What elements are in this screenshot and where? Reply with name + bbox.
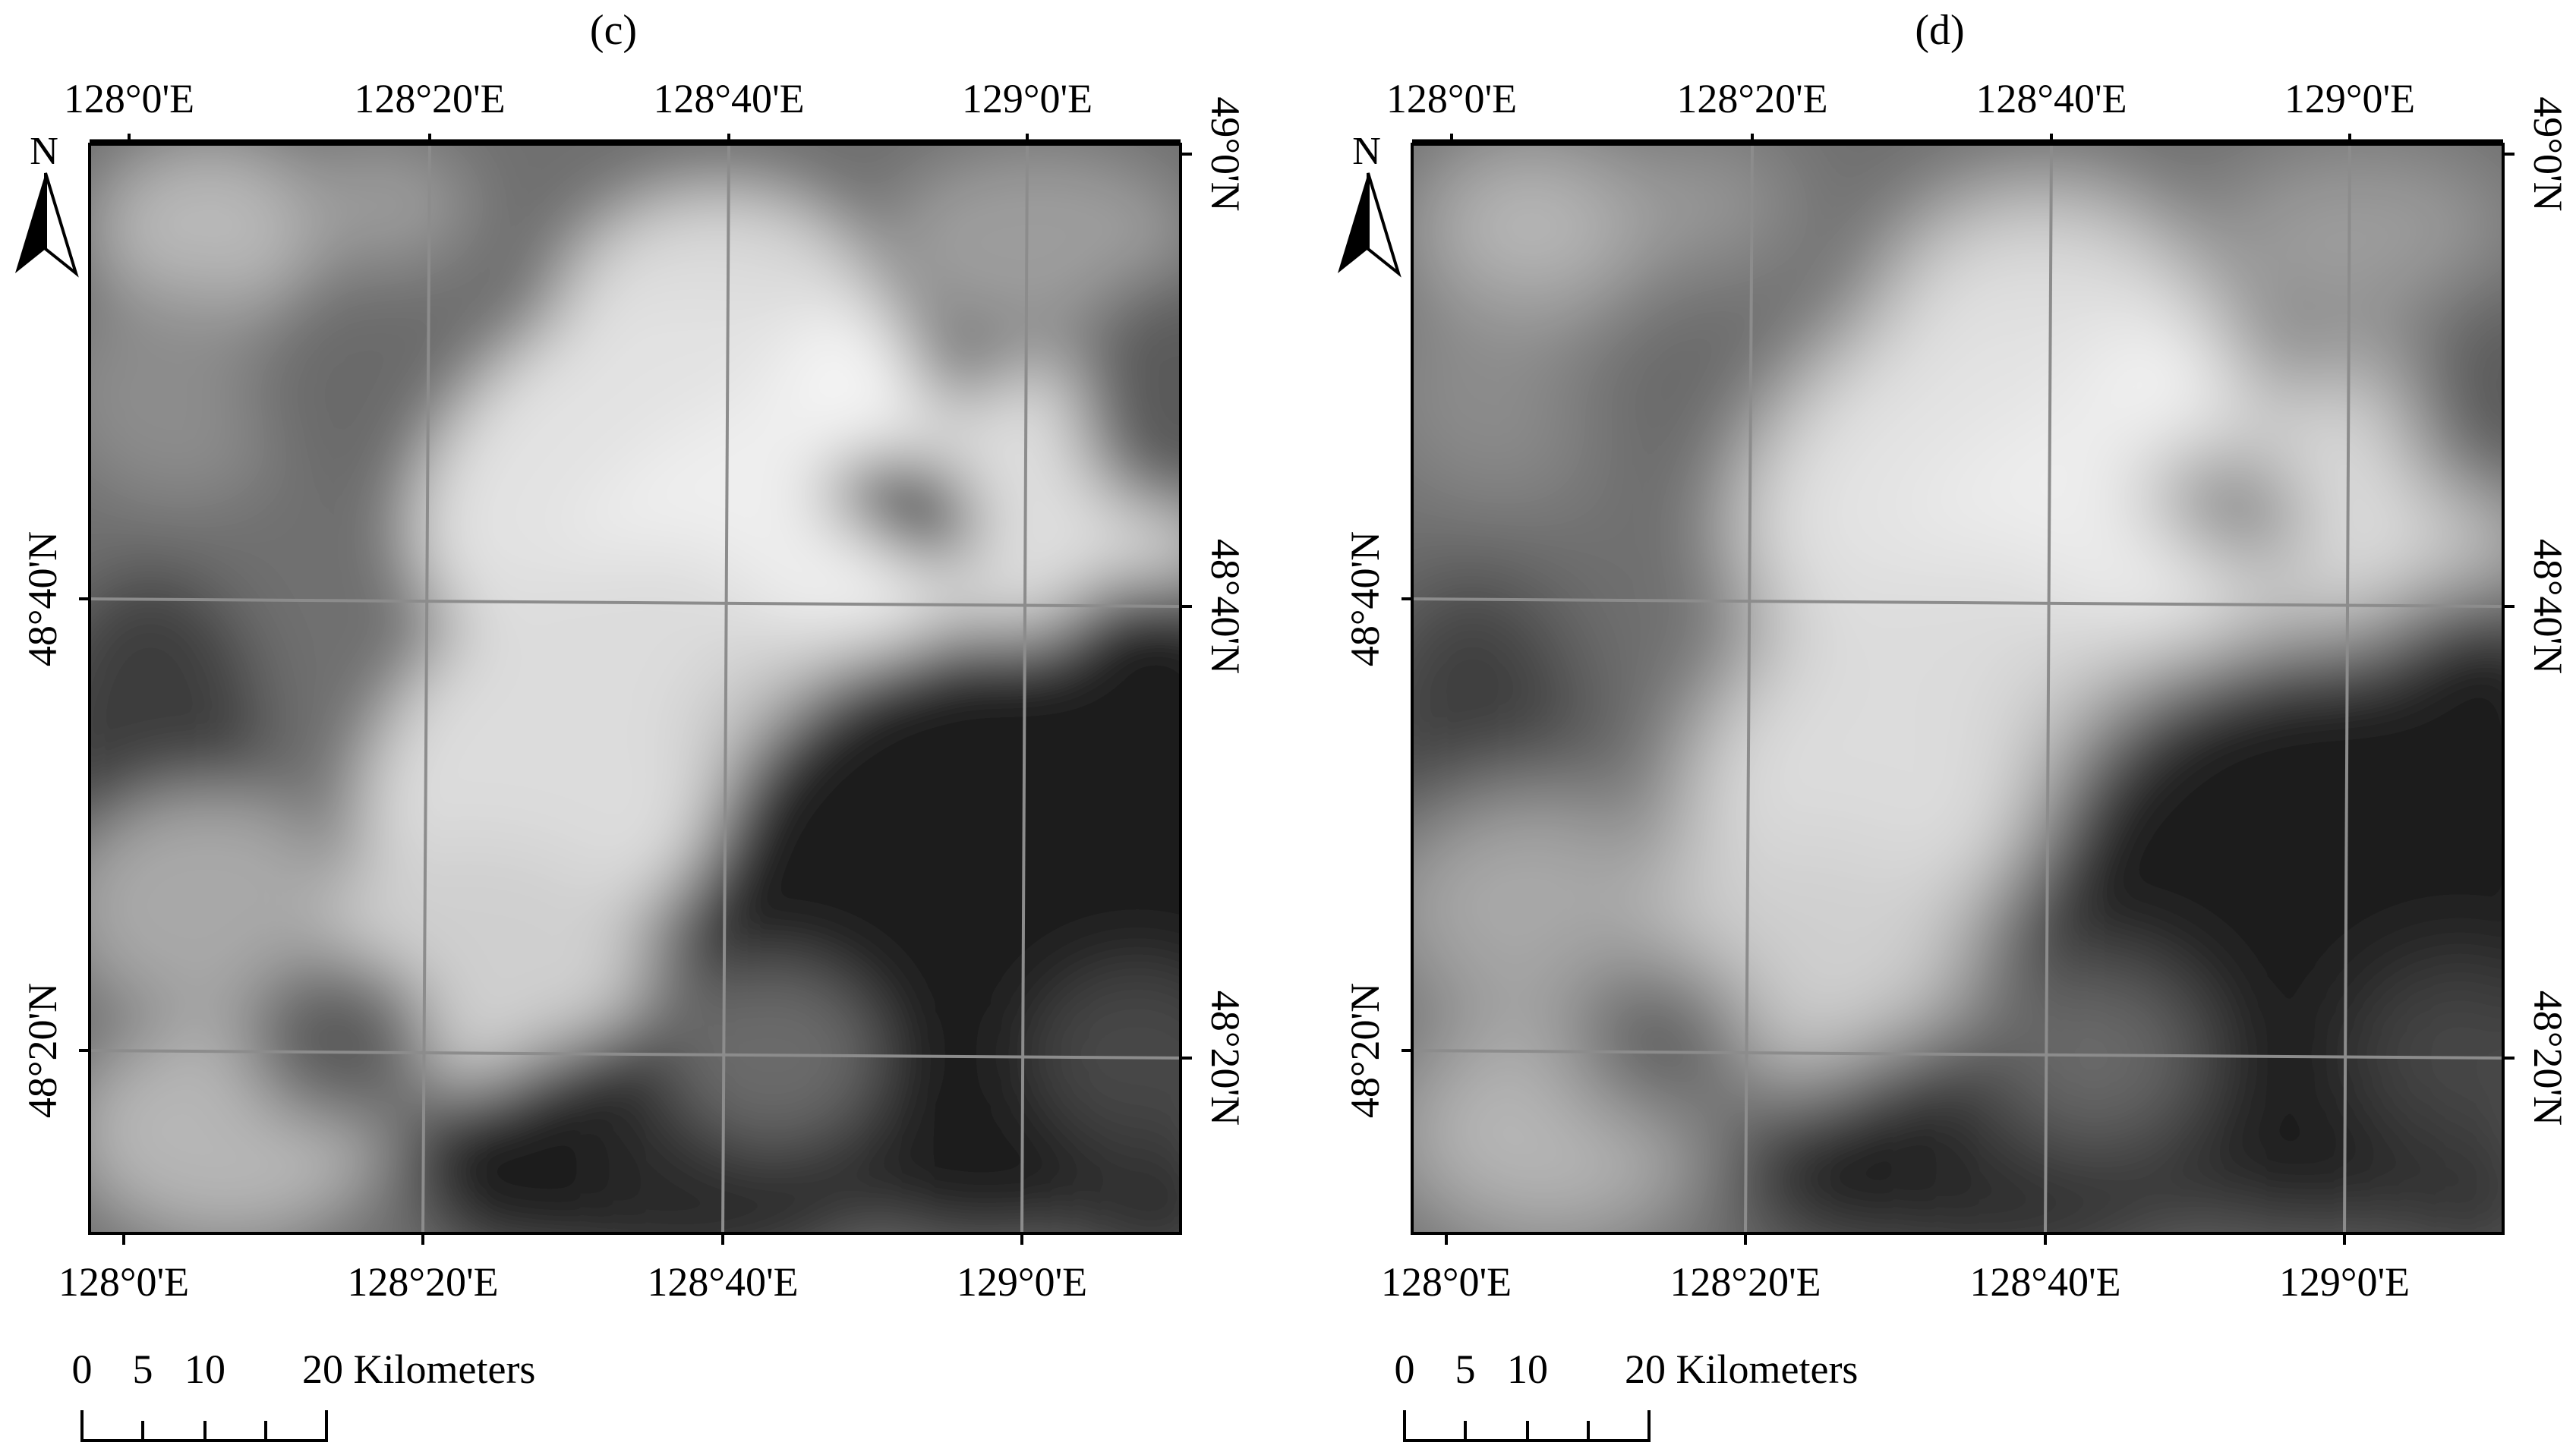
map-frame	[1411, 143, 2505, 1235]
top-tick-label: 128°20'E	[1676, 76, 1827, 121]
graticule	[89, 143, 1181, 1234]
bottom-tick-label: 129°0'E	[957, 1259, 1087, 1305]
scale-label: 20 Kilometers	[1625, 1346, 1858, 1392]
scale-label: 20 Kilometers	[302, 1346, 535, 1392]
north-arrow: N	[15, 130, 79, 278]
top-tick-label: 128°0'E	[1386, 76, 1517, 121]
top-tick-label: 128°0'E	[64, 76, 194, 121]
panel-label: (d)	[1915, 7, 1964, 54]
scale-number: 5	[133, 1346, 153, 1392]
tick-marks	[79, 134, 1192, 1245]
scale-number: 5	[1455, 1346, 1476, 1392]
top-tick-label: 129°0'E	[962, 76, 1093, 121]
map-raster	[1412, 144, 2503, 1233]
bottom-tick-label: 128°40'E	[647, 1259, 798, 1305]
panel-label: (c)	[590, 7, 637, 54]
map-frame	[88, 143, 1182, 1235]
panel-d: (d)	[1338, 7, 2571, 1442]
north-label: N	[1352, 130, 1381, 173]
bottom-tick-label: 128°0'E	[1381, 1259, 1512, 1305]
scale-bar: 0 5 10 20 Kilometers	[1395, 1346, 1858, 1442]
left-tick-label: 48°20'N	[20, 983, 65, 1118]
north-arrow-icon	[1338, 173, 1368, 273]
left-tick-label: 48°20'N	[1342, 983, 1388, 1118]
right-tick-label: 49°0'N	[2525, 96, 2571, 211]
right-tick-label: 48°40'N	[2525, 539, 2571, 674]
top-tick-label: 128°40'E	[1975, 76, 2127, 121]
bottom-tick-label: 128°0'E	[58, 1259, 189, 1305]
scale-bar: 0 5 10 20 Kilometers	[72, 1346, 535, 1442]
scale-number: 10	[1507, 1346, 1548, 1392]
north-arrow: N	[1338, 130, 1402, 278]
right-tick-label: 48°20'N	[2525, 990, 2571, 1126]
scale-number: 0	[1395, 1346, 1415, 1392]
top-tick-label: 128°40'E	[653, 76, 804, 121]
bottom-tick-label: 129°0'E	[2279, 1259, 2410, 1305]
north-label: N	[30, 130, 58, 173]
right-tick-label: 48°40'N	[1203, 539, 1248, 674]
right-tick-label: 49°0'N	[1203, 96, 1248, 211]
north-arrow-icon	[15, 173, 46, 273]
tick-marks	[1402, 134, 2515, 1245]
graticule	[1411, 143, 2504, 1234]
top-tick-label: 128°20'E	[354, 76, 505, 121]
bottom-tick-label: 128°20'E	[347, 1259, 498, 1305]
bottom-tick-label: 128°20'E	[1670, 1259, 1821, 1305]
top-tick-label: 129°0'E	[2284, 76, 2415, 121]
scale-number: 0	[72, 1346, 93, 1392]
map-raster	[90, 144, 1181, 1233]
panel-c: (c)	[15, 7, 1248, 1442]
left-tick-label: 48°40'N	[1342, 531, 1388, 666]
right-tick-label: 48°20'N	[1203, 990, 1248, 1126]
left-tick-label: 48°40'N	[20, 531, 65, 666]
bottom-tick-label: 128°40'E	[1969, 1259, 2120, 1305]
scale-number: 10	[184, 1346, 225, 1392]
north-arrow-right-half	[44, 172, 79, 278]
north-arrow-right-half	[1367, 172, 1402, 278]
